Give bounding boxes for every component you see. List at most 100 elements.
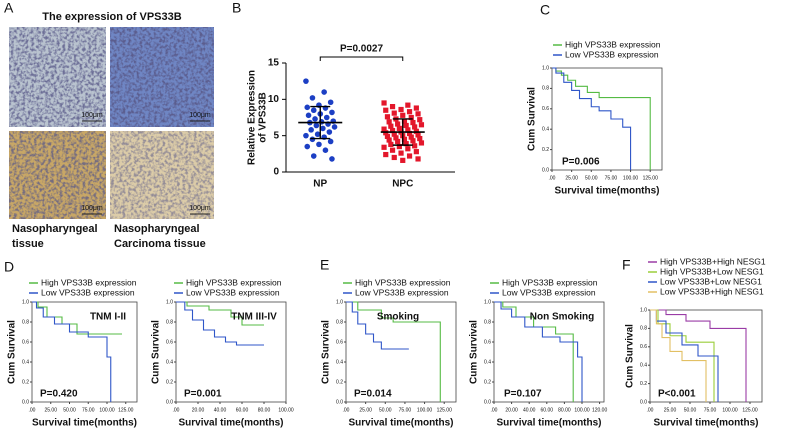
annotation: P=0.006 — [562, 157, 600, 168]
data-point — [410, 138, 416, 144]
data-point — [310, 153, 317, 159]
data-point — [408, 134, 414, 140]
data-point — [398, 150, 404, 156]
data-point — [329, 156, 335, 162]
caption: Nasopharyngeal — [114, 223, 200, 235]
data-point — [381, 144, 387, 150]
data-point — [320, 125, 326, 132]
x-tick-label: 75.00 — [399, 407, 412, 413]
y-axis-label: Cum Survival — [321, 320, 332, 384]
x-tick-label: 50.00 — [379, 407, 392, 413]
x-tick-label: 75.00 — [82, 407, 95, 413]
data-point — [327, 138, 334, 145]
y-tick-label: 1.0 — [166, 299, 173, 305]
legend-label: High VPS33B expression — [41, 277, 137, 287]
survival-curve — [346, 301, 409, 350]
data-point — [331, 124, 338, 130]
data-point — [413, 105, 419, 111]
data-point — [388, 141, 394, 147]
y-tick-label: 1.0 — [22, 299, 29, 305]
y-tick-label: 1.0 — [484, 299, 491, 305]
x-tick-label: 25.00 — [565, 175, 578, 181]
x-tick-label: 80.00 — [258, 407, 271, 413]
plot-frame — [31, 301, 138, 403]
data-point — [383, 151, 389, 158]
y-axis-label: Relative Expression — [247, 70, 258, 165]
survival-curve — [552, 67, 632, 170]
data-point — [396, 125, 402, 131]
legend-label: Low VPS33B expression — [565, 49, 659, 59]
data-point — [323, 114, 330, 121]
y-tick-label: 0.8 — [542, 86, 549, 92]
x-tick-label: 60.00 — [236, 407, 249, 413]
plot-frame — [493, 301, 605, 403]
x-tick-label: NP — [313, 179, 327, 190]
x-tick-label: 75.00 — [605, 175, 618, 181]
x-tick-label: 40.00 — [523, 407, 536, 413]
data-point — [310, 107, 317, 114]
data-point — [395, 138, 401, 145]
y-tick-label: 0.4 — [22, 359, 29, 365]
x-tick-label: 125.00 — [742, 407, 758, 413]
data-point — [383, 107, 389, 113]
data-point — [381, 100, 387, 106]
data-point — [415, 111, 421, 117]
data-point — [412, 124, 418, 130]
y-tick-label: 0 — [273, 167, 279, 178]
survival-curve — [650, 309, 747, 402]
legend-label: High VPS33B+Low NESG1 — [660, 266, 764, 276]
x-tick-label: .00 — [549, 175, 556, 181]
y-tick-label: 0.6 — [542, 106, 549, 112]
x-axis-label: Survival time(months) — [653, 418, 758, 429]
legend-label: Low VPS33B expression — [186, 287, 280, 297]
y-tick-label: 0.2 — [640, 381, 647, 387]
y-tick-label: 10 — [268, 94, 280, 105]
scale-label: 100μm — [81, 205, 103, 212]
y-tick-label: 0.0 — [166, 399, 173, 405]
panel-label: C — [540, 2, 550, 18]
micrograph-texture — [9, 131, 106, 219]
survival-curve — [494, 301, 583, 402]
micrographs — [9, 27, 214, 219]
survival-curve — [650, 309, 707, 402]
y-tick-label: 0.0 — [336, 399, 343, 405]
y-tick-label: 0.0 — [484, 399, 491, 405]
data-point — [391, 154, 397, 161]
x-tick-label: 50.00 — [684, 407, 697, 413]
data-point — [405, 127, 411, 133]
annotation: P<0.001 — [658, 389, 696, 400]
survival-curve — [346, 301, 441, 402]
x-tick-label: 25.00 — [359, 407, 372, 413]
x-tick-label: 100.00 — [722, 407, 738, 413]
data-point — [316, 141, 322, 148]
panel-label: F — [622, 257, 631, 273]
y-tick-label: 0.2 — [166, 379, 173, 385]
caption: Nasopharyngeal — [12, 223, 98, 235]
x-tick-label: 100.00 — [623, 175, 639, 181]
data-point — [398, 106, 404, 113]
data-point — [313, 122, 320, 129]
scale-label: 100μm — [189, 112, 211, 119]
y-axis-label: Cum Survival — [151, 320, 162, 384]
y-tick-label: 0.2 — [542, 147, 549, 153]
micrograph-texture — [110, 131, 214, 219]
annotation: P=0.420 — [40, 389, 78, 400]
y-tick-label: 0.4 — [336, 359, 343, 365]
panel-annotation: Non Smoking — [530, 312, 594, 323]
data-point — [405, 102, 411, 108]
y-tick-label: 15 — [268, 58, 280, 69]
data-point — [388, 123, 394, 129]
data-point — [418, 140, 425, 146]
y-tick-label: 0.0 — [542, 167, 549, 173]
data-point — [314, 131, 321, 138]
panel-label: D — [4, 259, 14, 275]
x-axis-label: Survival time(months) — [178, 418, 283, 429]
panel-label: E — [320, 257, 329, 273]
data-point — [406, 109, 413, 115]
data-point — [413, 149, 419, 155]
x-tick-label: .00 — [491, 407, 498, 413]
data-point — [406, 130, 413, 137]
y-tick-label: 0.8 — [640, 326, 647, 332]
y-tick-label: 0.6 — [484, 339, 491, 345]
y-axis-label: Cum Survival — [527, 87, 538, 151]
